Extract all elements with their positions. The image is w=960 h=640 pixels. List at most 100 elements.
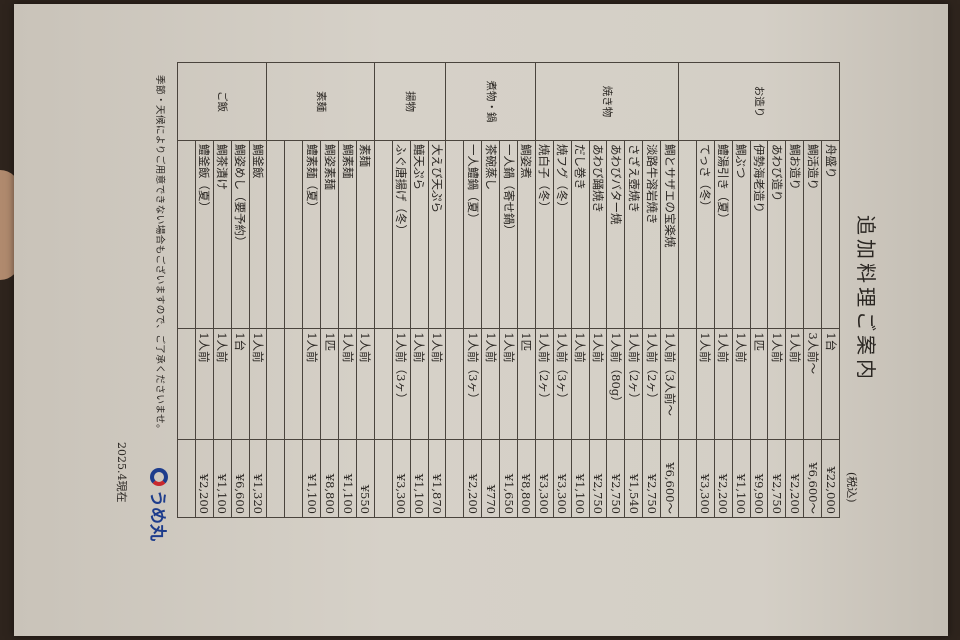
item-price: ¥8,800 [320,439,339,518]
item-price: ¥1,870 [428,439,446,518]
category-label: お造り [678,62,840,141]
item-quantity: 1人前 [785,328,804,440]
item-quantity: 1人前（2ヶ） [624,328,643,440]
item-name: 鯛活造り [803,140,822,329]
item-name: 鯛素麺 [338,140,357,329]
item-name: 鯛姿素麺 [320,140,339,329]
item-price [284,439,303,518]
item-name: 鯛お造り [785,140,804,329]
item-quantity: 1人前（3人前～ [660,328,679,440]
item-name: 大えび天ぷら [428,140,446,329]
item-quantity: 1人前（2ヶ） [535,328,554,440]
item-quantity: 1人前 [302,328,321,440]
item-name: 鱧釜飯（夏） [195,140,214,329]
item-price [374,439,393,518]
item-quantity: 1人前（2ヶ） [642,328,661,440]
item-price: ¥770 [481,439,500,518]
item-quantity [445,328,464,440]
item-quantity: 1人前 [249,328,267,440]
item-name: あわび造り [767,140,786,329]
item-name: 鯛茶漬け [213,140,232,329]
item-price: ¥1,100 [410,439,429,518]
category-label: ご飯 [177,62,267,141]
logo-text: うめ丸 [147,490,167,541]
item-quantity: 1人前（80g） [606,328,625,440]
item-quantity: 1人前（3ヶ） [463,328,482,440]
item-name: 鯛姿煮 [517,140,536,329]
item-quantity: 1人前 [481,328,500,440]
item-quantity [374,328,393,440]
item-quantity: 1人前（3ヶ） [392,328,411,440]
item-name [445,140,464,329]
item-name: あわび踊焼き [589,140,607,329]
item-quantity [267,328,285,440]
item-price [177,439,196,518]
item-quantity: 1人前 [589,328,607,440]
item-name: あわびバター焼 [606,140,625,329]
menu-row: お造り 舟盛り 1台 ¥22,000 [678,62,840,518]
footer-note: 季節・天候によりご用意できない場合もございますので、ご了承くださいませ。 [154,75,165,435]
item-name: 素麺 [356,140,375,329]
item-name [284,140,303,329]
item-price: ¥22,000 [821,439,840,518]
item-name: だし巻き [571,140,590,329]
item-name: 鯛釜飯 [249,140,267,329]
item-price: ¥3,300 [392,439,411,518]
item-quantity: 1人前 [714,328,733,440]
item-price: ¥2,750 [642,439,661,518]
item-quantity: 1人前 [356,328,375,440]
item-price: ¥2,750 [767,439,786,518]
item-price: ¥9,900 [750,439,768,518]
item-name: 茶碗蒸し [481,140,500,329]
item-price: ¥1,100 [732,439,751,518]
item-price: ¥6,600～ [803,439,822,518]
item-price: ¥3,300 [535,439,554,518]
item-quantity: 1匹 [750,328,768,440]
item-quantity: 1人前 [571,328,590,440]
item-quantity: 1人前 [338,328,357,440]
item-name: 鯛ぶつ [732,140,751,329]
item-price: ¥1,100 [213,439,232,518]
item-quantity [177,328,196,440]
menu-row: ご飯 鯛釜飯 1人前 ¥1,320 [177,62,267,518]
item-price: ¥2,200 [463,439,482,518]
item-name [374,140,393,329]
item-name: 鯛姿めし（要予約） [231,140,250,329]
item-name: 一人鱧鍋（夏） [463,140,482,329]
category-label: 揚物 [374,62,446,141]
item-price: ¥1,650 [499,439,518,518]
menu-table: お造り 舟盛り 1台 ¥22,000 鯛活造り 3人前～ ¥6,600～ 鯛お造り 1人前 ¥2,… [177,62,840,518]
date-label: 2025.4現在 [115,442,128,503]
item-name: さざえ壺焼き [624,140,643,329]
item-quantity: 3人前～ [803,328,822,440]
item-name [678,140,697,329]
menu-title: 追加料理ご案内 [854,215,878,383]
item-quantity: 1人前 [428,328,446,440]
item-price [267,439,285,518]
item-price: ¥3,300 [696,439,715,518]
item-quantity: 1人前 [767,328,786,440]
menu-rotated: 追加料理ご案内 (税込) お造り 舟盛り 1台 ¥22,000 鯛活造り 3人前～ ¥6,6… [30,10,930,630]
category-label: 煮物・鍋 [445,62,536,141]
item-name: 伊勢海老造り [750,140,768,329]
item-price: ¥550 [356,439,375,518]
logo-mark-icon [150,468,169,486]
item-name: 一人鍋（寄せ鍋） [499,140,518,329]
item-name: 焼フグ（冬） [553,140,572,329]
item-name: てっさ（冬） [696,140,715,329]
item-quantity: 1人前（3ヶ） [553,328,572,440]
item-quantity [678,328,697,440]
logo: うめ丸 [147,468,172,541]
item-quantity: 1人前 [732,328,751,440]
item-price: ¥1,100 [302,439,321,518]
item-quantity: 1人前 [499,328,518,440]
item-name: 舟盛り [821,140,840,329]
category-label: 焼き物 [535,62,679,141]
item-quantity: 1台 [231,328,250,440]
item-price: ¥2,200 [785,439,804,518]
item-name: 淡路牛溶岩焼き [642,140,661,329]
item-name [177,140,196,329]
item-name: 鯛とサザエの宝楽焼 [660,140,679,329]
item-quantity: 1人前 [195,328,214,440]
item-quantity: 1匹 [517,328,536,440]
